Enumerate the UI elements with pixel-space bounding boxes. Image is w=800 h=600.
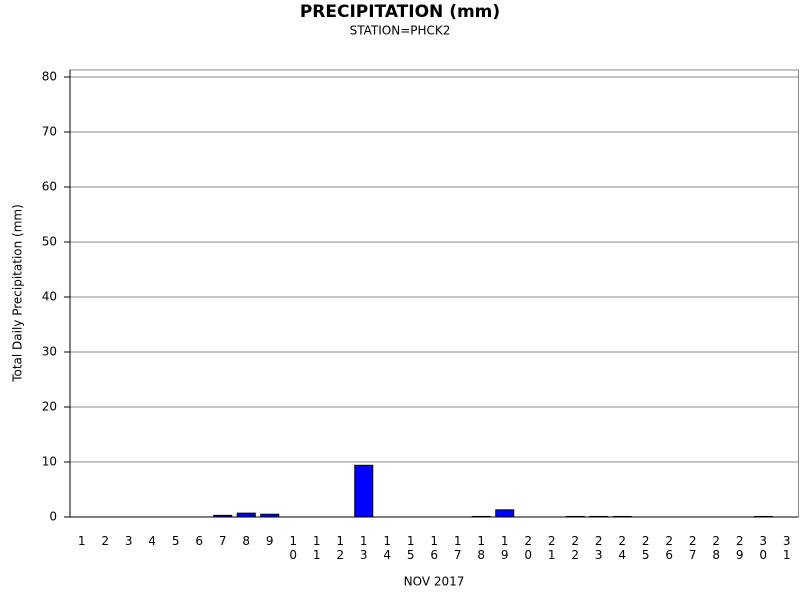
y-tick-label: 30: [42, 345, 57, 359]
bar: [753, 515, 773, 518]
y-axis-label: Total Daily Precipitation (mm): [11, 204, 25, 383]
bar: [236, 512, 256, 518]
y-tick-label: 40: [42, 290, 57, 304]
x-tick-label: 6: [195, 534, 203, 548]
x-tick-label: 2: [101, 534, 109, 548]
chart-subtitle: STATION=PHCK2: [350, 24, 451, 38]
bar: [471, 515, 491, 518]
bar: [213, 514, 233, 518]
y-tick-label: 70: [42, 125, 57, 139]
y-tick-label: 20: [42, 400, 57, 414]
x-tick-label: 3: [125, 534, 133, 548]
bar: [260, 513, 280, 518]
x-tick-label: 4: [148, 534, 156, 548]
y-tick-label: 50: [42, 235, 57, 249]
x-axis-label: NOV 2017: [404, 575, 465, 589]
y-tick-label: 60: [42, 180, 57, 194]
x-tick-label: 8: [242, 534, 250, 548]
bar: [612, 515, 632, 518]
plot-frame: [69, 69, 799, 518]
y-tick-label: 0: [49, 510, 57, 524]
x-tick-label: 7: [219, 534, 227, 548]
bar: [495, 509, 515, 518]
x-tick-label: 1: [78, 534, 86, 548]
bar: [565, 515, 585, 518]
bar: [589, 515, 609, 518]
x-tick-label: 9: [266, 534, 274, 548]
chart-title: PRECIPITATION (mm): [300, 2, 500, 22]
bar: [354, 464, 374, 518]
y-tick-label: 10: [42, 455, 57, 469]
x-tick-label: 5: [172, 534, 180, 548]
y-tick-label: 80: [42, 70, 57, 84]
